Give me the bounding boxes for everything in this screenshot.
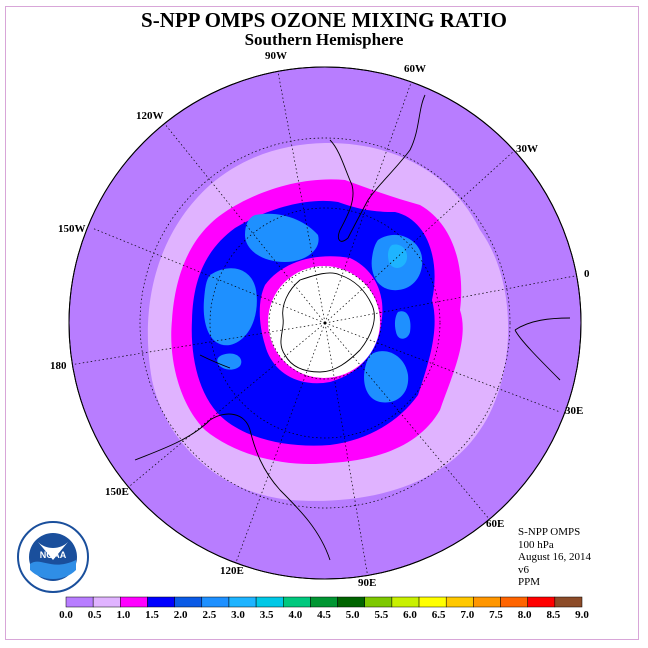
new-zealand-coast: [199, 354, 231, 369]
contour-2.0-d: [394, 311, 411, 339]
info-units: PPM: [518, 576, 541, 588]
colorbar-tick-label: 3.0: [231, 609, 245, 621]
lon-label-30w: 30W: [516, 143, 538, 155]
info-level: 100 hPa: [518, 538, 554, 551]
colorbar-tick-label: 5.0: [345, 609, 360, 621]
africa-coast: [514, 317, 571, 381]
map-subtitle: Southern Hemisphere: [244, 30, 404, 49]
graticule: [69, 71, 581, 579]
map-title: S-NPP OMPS OZONE MIXING RATIO: [141, 8, 507, 32]
colorbar-tick-label: 0.5: [87, 609, 102, 621]
info-version: v6: [518, 563, 529, 576]
colorbar-tick-label: 5.5: [374, 609, 389, 621]
colorbar-tick-label: 3.5: [259, 609, 274, 621]
info-instrument: S-NPP OMPS: [518, 526, 581, 538]
lon-label-30e: 30E: [565, 405, 584, 417]
frame-border: [5, 6, 639, 640]
colorbar-tick-label: 8.0: [517, 609, 532, 621]
colorbar-tick-label: 1.5: [145, 609, 159, 621]
colorbar-tick-label: 7.0: [460, 609, 475, 621]
noaa-logo: NOAA: [17, 521, 89, 593]
lon-label-0: 0: [584, 268, 590, 280]
lon-label-60w: 60W: [404, 63, 426, 75]
lon-label-60e: 60E: [486, 518, 505, 530]
australia-coast: [134, 413, 331, 561]
lon-label-150w: 150W: [58, 223, 86, 235]
colorbar-tick-label: 2.0: [173, 609, 188, 621]
lon-label-90w: 90W: [265, 50, 287, 62]
coastlines: [134, 94, 571, 561]
lon-label-150e: 150E: [105, 486, 129, 498]
colorbar-tick-label: 6.0: [403, 609, 417, 621]
colorbar-tick-label: 0.0: [59, 609, 73, 621]
south-america-coast: [329, 94, 426, 242]
lon-label-120w: 120W: [136, 110, 164, 122]
contour-2.0-e: [364, 351, 409, 403]
info-date: August 16, 2014: [518, 551, 592, 563]
contour-2.5: [388, 244, 408, 268]
lon-label-180: 180: [50, 360, 67, 372]
colorbar-tick-label: 6.5: [431, 609, 446, 621]
antarctica-coast: [280, 272, 375, 373]
colorbar-tick-label: 8.5: [546, 609, 561, 621]
colorbar-tick-label: 7.5: [489, 609, 503, 621]
lon-label-90e: 90E: [358, 577, 377, 589]
colorbar-tick-label: 9.0: [575, 609, 589, 621]
map-info: S-NPP OMPS 100 hPa August 16, 2014 v6 PP…: [518, 526, 591, 589]
lon-label-120e: 120E: [220, 565, 244, 577]
colorbar-tick-label: 2.5: [202, 609, 217, 621]
contour-2.0-b: [203, 268, 257, 346]
colorbar-tick-label: 4.5: [317, 609, 331, 621]
colorbar-tick-label: 1.0: [116, 609, 131, 621]
noaa-logo-text: NOAA: [40, 550, 67, 560]
colorbar-tick-label: 4.0: [288, 609, 303, 621]
